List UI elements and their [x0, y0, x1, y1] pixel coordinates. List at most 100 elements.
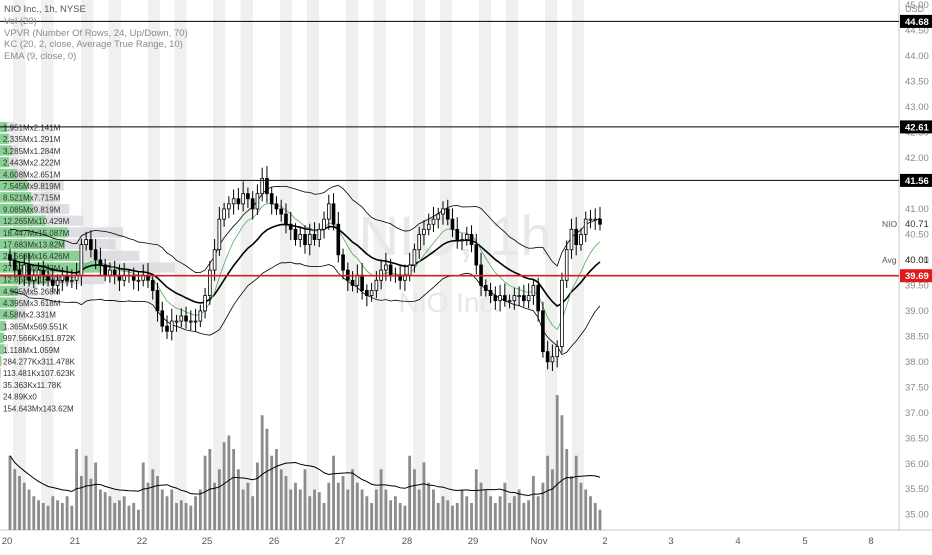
- vpvr-row-label: 284.277Kx311.478K: [3, 358, 76, 367]
- candle-body: [570, 229, 573, 249]
- candle-body: [166, 326, 169, 331]
- candle-body: [270, 194, 273, 204]
- volume-bar: [446, 500, 449, 530]
- candle: [342, 249, 345, 280]
- candle-body: [442, 209, 445, 214]
- candle-body: [513, 296, 516, 301]
- volume-bar: [570, 476, 573, 530]
- candle-body: [213, 250, 216, 270]
- volume-bar: [499, 496, 502, 530]
- candle: [541, 302, 544, 358]
- legend-symbol-title[interactable]: NIO Inc., 1h, NYSE: [4, 4, 188, 16]
- volume-bar: [522, 503, 525, 530]
- legend-ema[interactable]: EMA (9, close, 0): [4, 51, 188, 63]
- candle-body: [113, 270, 116, 275]
- candle-body: [503, 296, 506, 301]
- legend-kc[interactable]: KC (20, 2, close, Average True Range, 10…: [4, 39, 188, 51]
- candle: [227, 196, 230, 218]
- legend-vpvr[interactable]: VPVR (Number Of Rows, 24, Up/Down, 70): [4, 28, 188, 40]
- candle-body: [70, 280, 73, 281]
- volume-bar: [18, 476, 21, 530]
- vpvr-row-label: 3.285Mx1.284M: [3, 147, 61, 156]
- volume-bar: [461, 490, 464, 531]
- volume-bar: [51, 496, 54, 530]
- price-tick-label: 35.50: [905, 484, 929, 495]
- volume-bar: [89, 479, 92, 530]
- candle-body: [51, 280, 54, 285]
- volume-bar: [337, 483, 340, 530]
- volume-bar: [308, 496, 311, 530]
- price-label-tag: NIO: [882, 219, 898, 229]
- legend-vol[interactable]: Vol (20): [4, 16, 188, 28]
- candle-body: [56, 280, 59, 285]
- volume-bar: [423, 463, 426, 531]
- volume-bar: [323, 503, 326, 530]
- volume-bar: [408, 456, 411, 530]
- price-tick-label: 41.00: [905, 204, 929, 215]
- volume-bar: [113, 503, 116, 530]
- volume-bar: [437, 503, 440, 530]
- candle: [561, 273, 564, 353]
- volume-bar: [580, 483, 583, 530]
- candle-body: [365, 290, 368, 295]
- volume-bar: [594, 503, 597, 530]
- candle-body: [313, 234, 316, 239]
- candle-body: [218, 219, 221, 250]
- vpvr-row-label: 997.566Kx151.872K: [3, 334, 76, 343]
- candle-body: [423, 229, 426, 234]
- candle-body: [28, 265, 31, 280]
- candle: [527, 283, 530, 308]
- volume-bar: [427, 483, 430, 530]
- candle-body: [342, 255, 345, 270]
- candle-body: [518, 296, 521, 297]
- volume-bar: [575, 456, 578, 530]
- volume-bar: [170, 490, 173, 531]
- volume-bar: [413, 469, 416, 530]
- candle-body: [599, 219, 602, 224]
- candle-body: [85, 240, 88, 245]
- session-shade-band: [307, 0, 319, 530]
- candle-body: [337, 224, 340, 255]
- volume-bar: [370, 503, 373, 530]
- candle-body: [499, 296, 502, 301]
- candle-body: [475, 245, 478, 265]
- vpvr-row-label: 4.608Mx2.651M: [3, 170, 61, 179]
- volume-bar: [123, 496, 126, 530]
- volume-bar: [489, 496, 492, 530]
- vpvr-row-label: 8.521Mx7.715M: [3, 194, 61, 203]
- candle: [589, 210, 592, 228]
- candle-body: [413, 250, 416, 265]
- candle-body: [470, 234, 473, 244]
- candle-body: [246, 194, 249, 199]
- candle-body: [94, 250, 97, 260]
- vpvr-row-label: 4.58Mx2.331M: [3, 311, 56, 320]
- volume-bar: [565, 449, 568, 530]
- candle-body: [104, 265, 107, 275]
- volume-bar: [380, 469, 383, 530]
- candle-body: [323, 219, 326, 229]
- price-tick-label: 36.00: [905, 459, 929, 470]
- candle-body: [256, 194, 259, 209]
- vpvr-row-label: 24.89Kx0: [3, 393, 37, 402]
- vpvr-row-label: 12.662Mx15.899M: [3, 276, 70, 285]
- time-tick-label: 4: [735, 536, 740, 547]
- volume-bar: [142, 463, 145, 531]
- price-tick-label: 39.00: [905, 306, 929, 317]
- candle-body: [156, 290, 159, 310]
- candle-body: [432, 219, 435, 224]
- volume-bar: [332, 456, 335, 530]
- vpvr-row-label: 12.265Mx10.429M: [3, 217, 70, 226]
- vpvr-row-label: 2.443Mx2.222M: [3, 159, 61, 168]
- volume-bar: [546, 456, 549, 530]
- candle-body: [223, 209, 226, 219]
- vpvr-row-label: 1.365Mx569.551K: [3, 322, 69, 331]
- candle-body: [189, 321, 192, 322]
- candle: [194, 309, 197, 332]
- volume-bar: [518, 490, 521, 531]
- candle-body: [456, 229, 459, 239]
- volume-bar: [475, 469, 478, 530]
- vpvr-row-label: 1.118Mx1.059M: [3, 346, 60, 355]
- volume-bar: [465, 496, 468, 530]
